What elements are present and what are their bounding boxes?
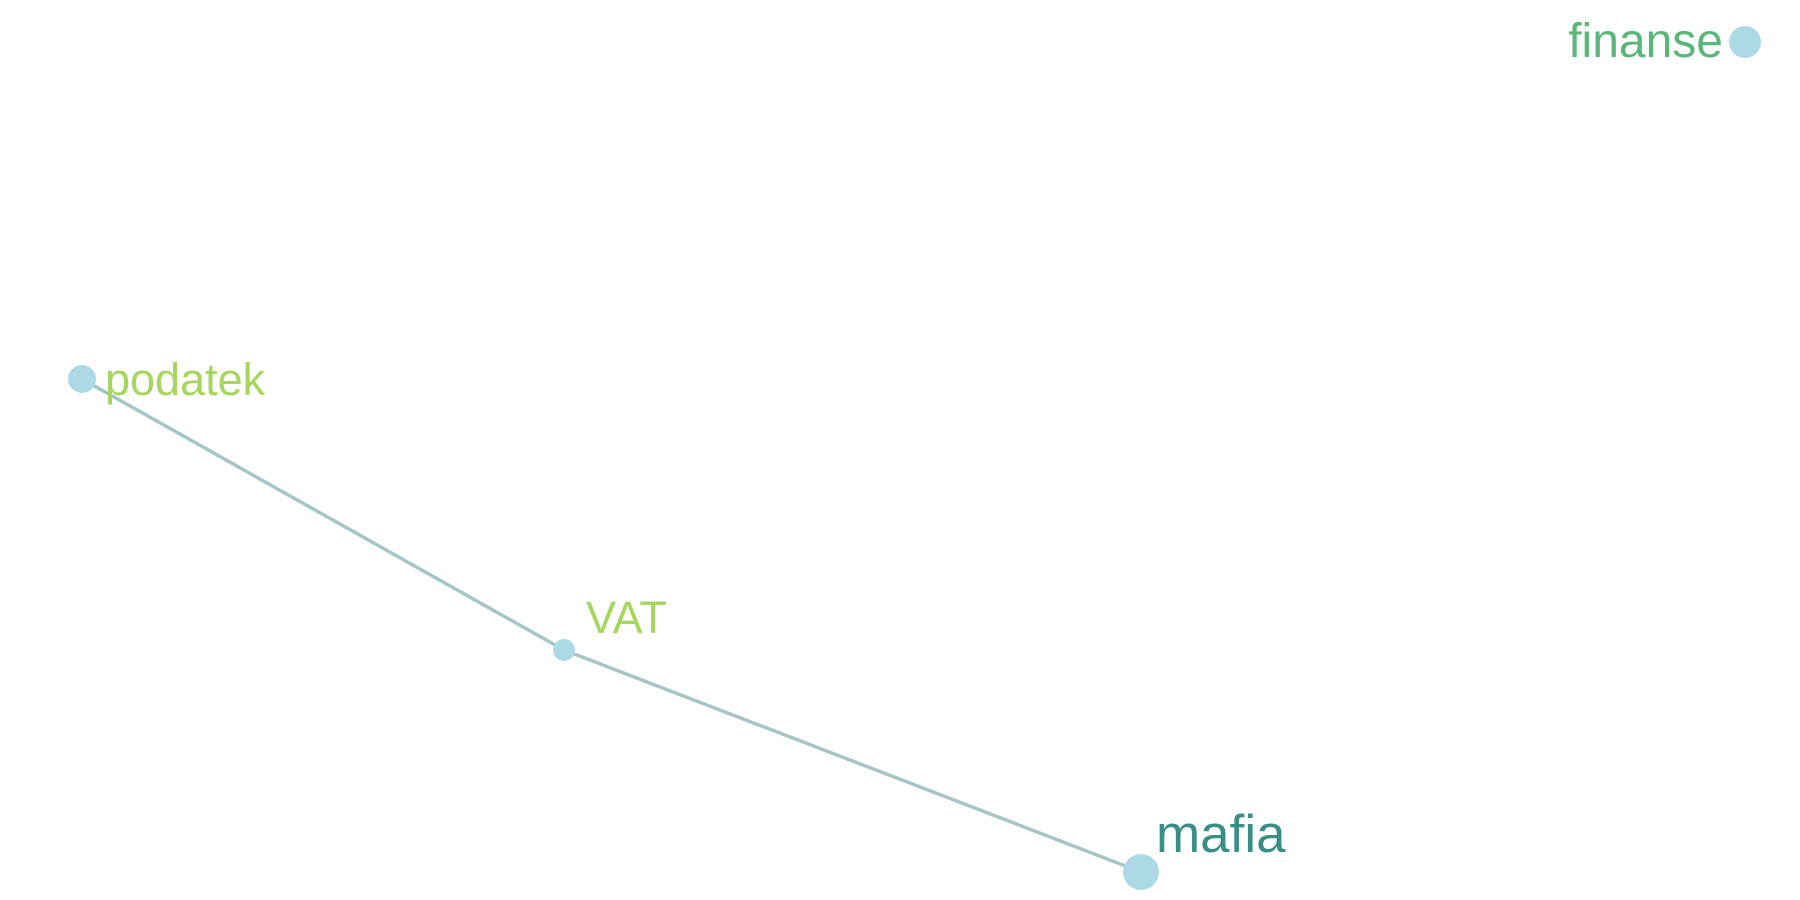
node-finanse[interactable]: finanse — [1568, 15, 1761, 68]
node-vat[interactable]: VAT — [553, 592, 667, 661]
node-layer: finanse podatek VAT mafia — [68, 15, 1761, 890]
node-mafia-label: mafia — [1156, 805, 1286, 864]
node-finanse-circle[interactable] — [1729, 26, 1761, 58]
node-mafia-circle[interactable] — [1123, 854, 1159, 890]
node-podatek-circle[interactable] — [68, 365, 96, 393]
edge-podatek-vat — [80, 377, 566, 652]
node-vat-circle[interactable] — [553, 639, 575, 661]
node-podatek-label: podatek — [105, 354, 266, 405]
node-podatek[interactable]: podatek — [68, 354, 266, 405]
node-finanse-label: finanse — [1568, 15, 1723, 68]
edge-vat-mafia — [562, 648, 1143, 874]
node-mafia[interactable]: mafia — [1123, 805, 1286, 890]
node-vat-label: VAT — [586, 592, 667, 643]
edge-layer — [80, 377, 1143, 874]
